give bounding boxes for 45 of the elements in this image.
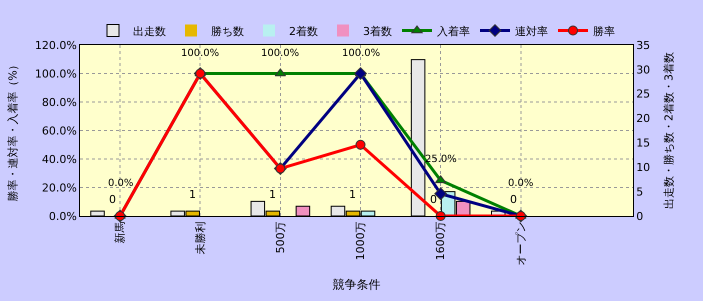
point: [356, 140, 366, 150]
data-label: 0.0%: [108, 178, 134, 189]
y2-tick-label: 35: [636, 38, 650, 52]
y-tick-label: 80.0%: [42, 96, 77, 109]
data-label: 0.0%: [508, 178, 534, 189]
legend-label: 連対率: [515, 24, 548, 38]
x-tick-label: 新馬: [114, 221, 127, 244]
data-label: 1: [269, 188, 276, 201]
y-tick-label: 0.0%: [48, 210, 77, 223]
y2-tick-label: 20: [636, 112, 650, 126]
y2-tick-label: 15: [636, 136, 650, 150]
y-tick-label: 20.0%: [42, 181, 77, 194]
y2-tick-label: 5: [636, 185, 644, 198]
legend-label: 3着数: [363, 24, 392, 38]
point: [434, 175, 446, 184]
data-label: 1: [189, 188, 196, 201]
data-label: 0: [510, 193, 517, 206]
data-label: 100.0%: [342, 48, 380, 59]
data-label: 1: [349, 188, 356, 201]
x-axis-title: 競争条件: [332, 277, 380, 292]
x-tick-label: オープン: [514, 221, 528, 266]
x-tick-label: 1600万: [434, 221, 448, 260]
y2-tick-label: 25: [636, 88, 650, 101]
legend-label: 勝ち数: [211, 24, 244, 38]
x-tick-label: 未勝利: [194, 221, 207, 254]
legend-label: 出走数: [133, 24, 166, 38]
x-tick-label: 500万: [274, 221, 287, 254]
point: [354, 67, 367, 80]
legend-label: 入着率: [437, 24, 470, 38]
x-tick-label: 1000万: [354, 221, 368, 260]
legend-label: 勝率: [593, 24, 615, 38]
y-tick-label: 40.0%: [42, 152, 77, 166]
y-tick-label: 60.0%: [42, 124, 77, 138]
data-label: 100.0%: [181, 48, 220, 59]
data-label: 0: [109, 193, 116, 206]
y-tick-label: 100.0%: [34, 67, 77, 80]
y2-tick-label: 10: [636, 160, 650, 174]
y2-tick-label: 30: [636, 63, 650, 76]
data-label: 100.0%: [261, 48, 300, 59]
y-axis-title: 勝率・連対率・入着率（%）: [6, 59, 20, 202]
y2-tick-label: 0: [636, 210, 644, 223]
y2-axis-title: 出走数・勝ち数・2着数・3着数: [662, 52, 676, 209]
data-label: 0: [430, 193, 437, 206]
legend-label: 2着数: [289, 24, 318, 38]
y-tick-label: 120.0%: [34, 38, 77, 52]
